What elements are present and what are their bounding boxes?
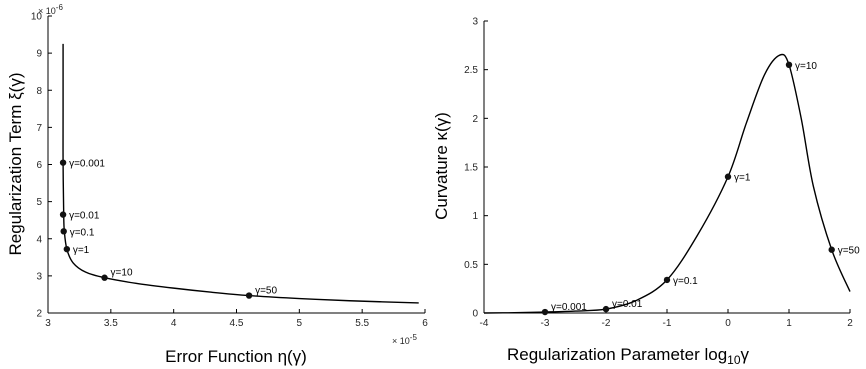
left-curve: [62, 43, 419, 304]
left-point-label: γ=1: [73, 245, 90, 256]
left-data-point: [59, 211, 67, 218]
left-x-tick-label: 5: [297, 318, 303, 329]
left-y-tick-label: 5: [36, 197, 42, 208]
right-y-tick-label: 1.5: [464, 163, 478, 174]
right-data-point: [828, 246, 835, 253]
left-point-label: γ=0.001: [69, 159, 105, 170]
right-x-tick-label: 2: [847, 318, 853, 329]
left-data-point: [245, 292, 253, 299]
right-data-point: [663, 276, 671, 284]
left-data-point: [101, 274, 108, 281]
right-curve: [483, 53, 851, 314]
left-y-tick-label: 7: [36, 123, 42, 134]
right-y-tick-label: 0: [472, 309, 478, 320]
left-y-axis-label: Regularization Term ξ(γ): [6, 72, 25, 255]
left-y-tick-label: 8: [36, 86, 42, 97]
left-y-tick-label: 6: [36, 160, 42, 171]
l-curve-plot: 3 3.5 4 4.5 5 5.5 62345678910γ=0.001γ=0.01γ=0.…: [31, 12, 428, 330]
left-point-label: γ=0.01: [69, 211, 100, 222]
left-x-tick-label: 4.5: [230, 318, 244, 329]
right-x-axis-label: Regularization Parameter log10γ: [507, 345, 750, 367]
right-y-tick-label: 2: [472, 114, 478, 125]
right-x-tick-label: 0: [725, 318, 731, 329]
right-x-tick-label: -3: [541, 318, 550, 329]
right-y-axis-label: Curvature κ(γ): [432, 112, 451, 220]
left-x-axis-label: Error Function η(γ): [165, 347, 307, 366]
left-x-tick-label: 3.5: [104, 318, 118, 329]
right-point-label: γ=0.1: [673, 276, 698, 287]
right-y-tick-label: 0.5: [464, 260, 478, 271]
right-x-tick-label: 1: [786, 318, 792, 329]
left-y-multiplier: × 10-6: [38, 3, 63, 16]
right-point-label: γ=0.01: [612, 299, 643, 310]
right-x-tick-label: -1: [663, 318, 672, 329]
right-y-tick-label: 2.5: [464, 65, 478, 76]
right-point-label: γ=0.001: [551, 302, 587, 313]
left-x-tick-label: 4: [171, 318, 177, 329]
left-y-tick-label: 9: [36, 49, 42, 60]
left-x-tick-label: 6: [422, 318, 428, 329]
right-point-label: γ=10: [795, 61, 817, 72]
right-y-tick-label: 3: [472, 17, 478, 28]
left-data-point: [60, 228, 67, 235]
right-point-label: γ=50: [838, 246, 860, 257]
right-y-tick-label: 1: [472, 211, 478, 222]
left-x-multiplier: × 10-5: [392, 333, 417, 346]
right-x-tick-label: -2: [602, 318, 611, 329]
right-data-point: [724, 173, 732, 180]
left-y-tick-label: 2: [36, 309, 42, 320]
right-data-point: [541, 308, 549, 316]
left-data-point: [63, 245, 71, 253]
left-point-label: γ=0.1: [70, 227, 95, 238]
right-point-label: γ=1: [734, 173, 751, 184]
right-data-point: [785, 61, 793, 68]
left-data-point: [59, 159, 67, 166]
left-x-tick-label: 3: [45, 318, 51, 329]
right-data-point: [602, 305, 610, 313]
left-point-label: γ=50: [255, 286, 277, 297]
left-x-tick-label: 5.5: [355, 318, 369, 329]
left-y-tick-label: 10: [31, 12, 43, 23]
left-y-tick-label: 4: [36, 234, 42, 245]
curvature-plot: -4 -3 -2 -1 0 1 2 0 0.5 1 1.5 2 2.5 3 γ=0.001 γ=0.01 γ=0…: [464, 17, 860, 330]
left-point-label: γ=10: [111, 268, 133, 279]
right-x-tick-label: -4: [480, 318, 489, 329]
left-y-tick-label: 3: [36, 271, 42, 282]
